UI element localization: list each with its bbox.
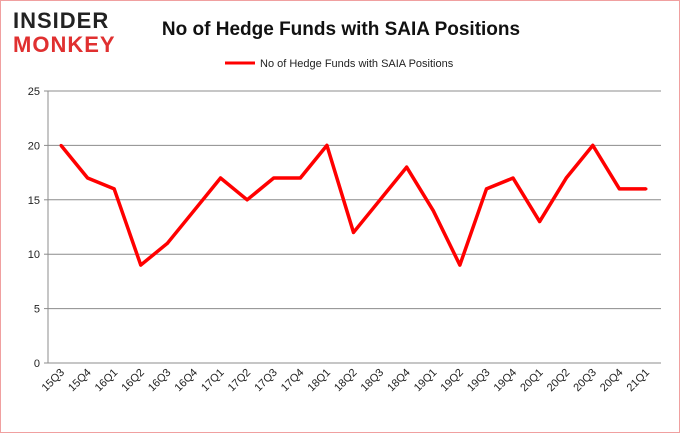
data-point bbox=[538, 220, 542, 224]
x-tick-label: 16Q1 bbox=[93, 367, 121, 395]
x-tick-label: 15Q4 bbox=[66, 367, 94, 395]
x-tick-label: 18Q2 bbox=[332, 367, 360, 395]
x-tick-label: 19Q1 bbox=[412, 367, 440, 395]
x-tick-label: 16Q3 bbox=[146, 367, 174, 395]
data-point bbox=[591, 143, 595, 147]
data-point bbox=[139, 263, 143, 267]
x-tick-label: 18Q3 bbox=[359, 367, 387, 395]
data-point bbox=[352, 230, 355, 234]
y-tick-label: 15 bbox=[28, 195, 40, 207]
series-line bbox=[59, 143, 646, 267]
x-tick-label: 15Q3 bbox=[40, 367, 68, 395]
x-tick-label: 20Q4 bbox=[598, 367, 626, 395]
data-point bbox=[378, 198, 382, 202]
x-tick-label: 17Q2 bbox=[226, 367, 254, 395]
x-tick-label: 20Q2 bbox=[545, 367, 573, 395]
data-point bbox=[272, 176, 276, 180]
data-point bbox=[219, 176, 223, 180]
x-tick-label: 17Q1 bbox=[199, 367, 227, 395]
data-point bbox=[564, 176, 568, 180]
data-point bbox=[405, 165, 409, 169]
data-point bbox=[325, 143, 329, 147]
data-point bbox=[59, 143, 63, 147]
data-point bbox=[431, 209, 435, 213]
data-point bbox=[644, 187, 648, 191]
x-tick-label: 17Q3 bbox=[252, 367, 280, 395]
data-point bbox=[511, 176, 515, 180]
legend: No of Hedge Funds with SAIA Positions bbox=[225, 58, 454, 70]
y-tick-label: 20 bbox=[28, 140, 40, 152]
y-tick-label: 10 bbox=[28, 249, 40, 261]
data-point bbox=[192, 209, 196, 213]
logo-line1: INSIDER bbox=[13, 8, 109, 33]
x-tick-label: 19Q2 bbox=[438, 367, 466, 395]
x-tick-label: 17Q4 bbox=[279, 367, 307, 395]
x-tick-label: 18Q4 bbox=[385, 367, 413, 395]
logo-line2: MONKEY bbox=[13, 32, 116, 57]
x-tick-label: 20Q3 bbox=[571, 367, 599, 395]
x-tick-label: 18Q1 bbox=[306, 367, 334, 395]
data-point bbox=[458, 263, 462, 267]
chart-title: No of Hedge Funds with SAIA Positions bbox=[162, 19, 520, 40]
data-point bbox=[245, 198, 249, 202]
insider-monkey-logo: INSIDER MONKEY bbox=[13, 8, 116, 57]
x-tick-label: 20Q1 bbox=[518, 367, 546, 395]
x-tick-label: 21Q1 bbox=[625, 367, 653, 395]
x-tick-label: 16Q2 bbox=[119, 367, 147, 395]
x-tick-label: 16Q4 bbox=[173, 367, 201, 395]
data-point bbox=[617, 187, 621, 191]
y-tick-label: 5 bbox=[34, 304, 40, 316]
legend-label: No of Hedge Funds with SAIA Positions bbox=[260, 58, 454, 70]
y-tick-label: 25 bbox=[28, 86, 40, 98]
data-point bbox=[165, 241, 169, 245]
data-point bbox=[484, 187, 488, 191]
y-tick-label: 0 bbox=[34, 358, 40, 370]
data-point bbox=[86, 176, 90, 180]
data-point bbox=[298, 176, 302, 180]
x-tick-label: 19Q4 bbox=[492, 367, 520, 395]
x-tick-label: 19Q3 bbox=[465, 367, 493, 395]
data-point bbox=[112, 187, 116, 191]
